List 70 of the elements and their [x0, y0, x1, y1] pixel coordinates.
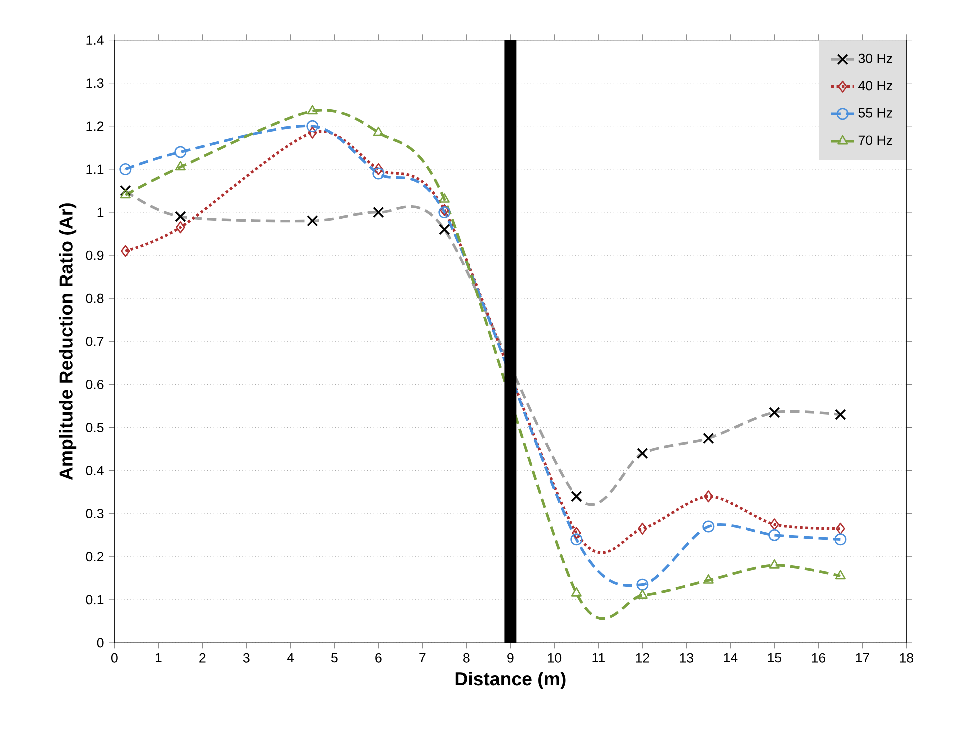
point — [836, 522, 846, 535]
y-axis-title: Amplitude Reduction Ratio (Ar) — [59, 204, 77, 480]
x-tick-label: 1 — [156, 653, 162, 663]
point — [373, 126, 384, 136]
x-tick-label: 2 — [200, 653, 206, 663]
y-tick-label: 0.5 — [86, 423, 104, 432]
legend-label: 40 Hz — [858, 81, 892, 91]
x-tick-label: 18 — [900, 653, 914, 663]
point — [769, 559, 780, 569]
point — [306, 120, 319, 132]
y-tick-label: 0.8 — [86, 294, 104, 304]
point — [174, 146, 187, 158]
x-tick-label: 12 — [636, 653, 650, 663]
point — [702, 520, 715, 533]
x-tick-label: 5 — [332, 653, 338, 663]
y-tick-label: 1 — [98, 208, 104, 218]
y-tick-label: 0.7 — [86, 336, 104, 346]
x-axis-title: Distance (m) — [456, 672, 566, 690]
y-tick-label: 1.3 — [86, 78, 104, 88]
point — [120, 189, 131, 199]
point — [570, 534, 583, 546]
x-tick-label: 3 — [243, 653, 250, 663]
point — [308, 126, 318, 139]
point — [770, 518, 780, 531]
legend-label: 55 Hz — [858, 108, 892, 118]
point — [374, 163, 384, 176]
point — [637, 590, 648, 599]
point — [704, 490, 714, 503]
x-tick-label: 8 — [464, 653, 470, 663]
point — [120, 163, 132, 176]
y-tick-label: 0.2 — [86, 552, 104, 562]
legend-label: 30 Hz — [858, 54, 892, 64]
x-tick-label: 7 — [420, 653, 426, 663]
y-tick-label: 1.2 — [86, 122, 104, 132]
point — [175, 161, 186, 171]
point — [638, 522, 648, 535]
y-tick-label: 0.3 — [86, 509, 104, 519]
y-tick-label: 0.6 — [86, 380, 104, 390]
x-tick-label: 14 — [724, 653, 738, 663]
y-tick-label: 0.4 — [86, 466, 104, 476]
y-tick-label: 0.9 — [86, 250, 104, 260]
point — [636, 578, 649, 591]
point — [372, 168, 385, 180]
x-tick-label: 6 — [376, 653, 382, 663]
x-tick-label: 4 — [287, 653, 294, 663]
point — [571, 587, 582, 597]
x-tick-label: 17 — [856, 653, 870, 663]
point — [439, 194, 450, 203]
x-tick-label: 0 — [111, 653, 118, 663]
y-tick-label: 1.1 — [86, 164, 104, 174]
point — [834, 534, 847, 546]
y-tick-label: 1.4 — [86, 36, 104, 45]
x-tick-label: 11 — [592, 653, 605, 663]
y-tick-label: 0.1 — [86, 595, 104, 605]
point — [703, 574, 714, 584]
x-tick-label: 10 — [548, 653, 562, 663]
x-tick-label: 9 — [508, 653, 514, 663]
point — [572, 527, 582, 540]
point — [307, 105, 318, 115]
point — [121, 245, 130, 258]
point — [440, 204, 450, 216]
point — [438, 206, 451, 219]
x-tick-label: 13 — [680, 653, 694, 663]
point — [835, 570, 846, 580]
point — [768, 529, 781, 542]
x-tick-label: 15 — [768, 653, 782, 663]
y-tick-label: 0 — [97, 638, 104, 648]
point — [176, 222, 186, 234]
legend-label: 70 Hz — [858, 136, 892, 146]
x-tick-label: 16 — [812, 653, 826, 663]
